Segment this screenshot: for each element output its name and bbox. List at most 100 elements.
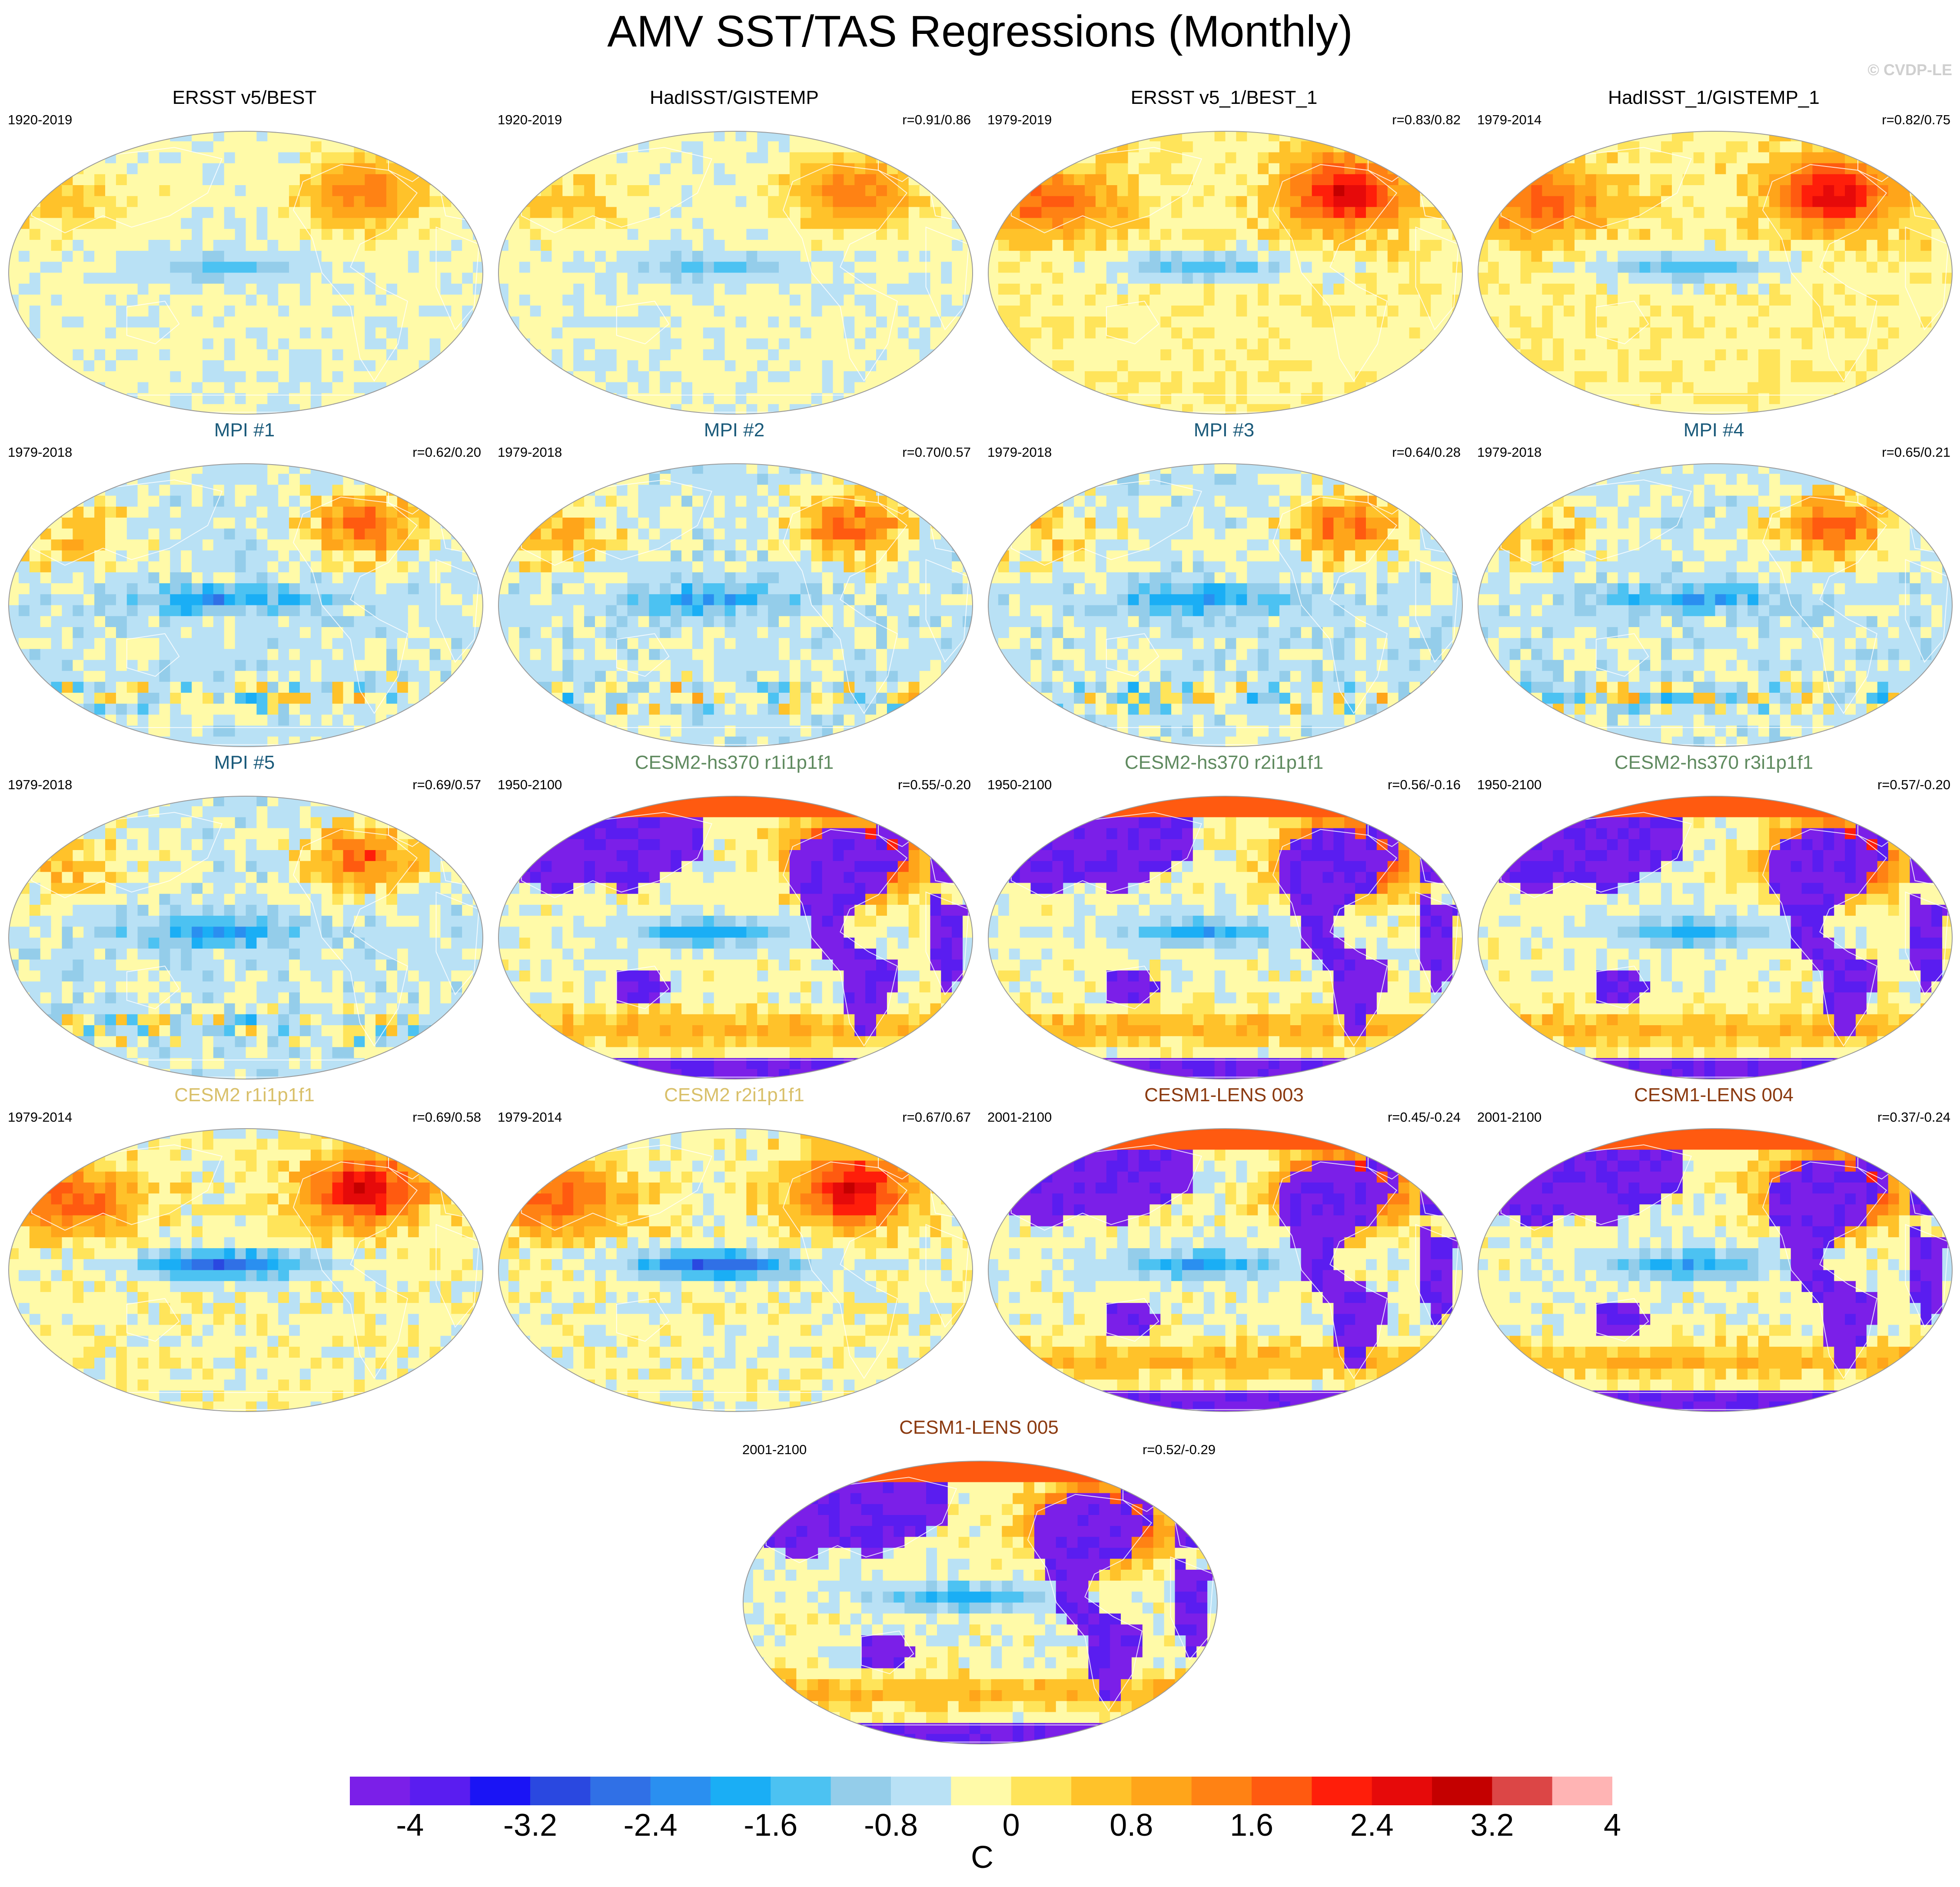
map-cell [508, 283, 520, 295]
map-cell [397, 272, 409, 284]
map-cell [746, 349, 758, 361]
map-cell [1866, 239, 1878, 251]
map-cell [278, 272, 289, 284]
map-cell [386, 528, 398, 540]
map-cell [1214, 251, 1226, 262]
map-cell [1791, 174, 1802, 186]
map-cell [1409, 404, 1421, 414]
map-cell [354, 495, 365, 507]
map-cell [451, 262, 462, 273]
map-cell [746, 196, 758, 208]
map-cell [159, 218, 171, 229]
map-cell [1063, 251, 1074, 262]
map-cell [714, 174, 725, 186]
map-cell [83, 262, 95, 273]
map-cell [1139, 207, 1150, 219]
map-cell [1693, 382, 1705, 394]
map-cell [310, 207, 322, 219]
map-cell [310, 539, 322, 551]
map-cell [1801, 382, 1813, 394]
map-cell [343, 272, 355, 284]
map-cell [1106, 196, 1118, 208]
map-cell [289, 404, 300, 414]
map-cell [998, 306, 1010, 317]
map-cell [148, 283, 160, 295]
map-cell [1387, 382, 1399, 394]
map-cell [1236, 382, 1248, 394]
map-cell [1409, 152, 1421, 164]
map-cell [498, 196, 509, 208]
map-cell [62, 485, 73, 496]
map-cell [256, 131, 268, 142]
map-cell [724, 360, 736, 372]
map-cell [595, 141, 606, 153]
map-cell [660, 327, 671, 339]
map-cell [1020, 174, 1031, 186]
map-cell [681, 316, 693, 328]
map-cell [724, 251, 736, 262]
map-cell [73, 251, 84, 262]
map-cell [1931, 338, 1943, 350]
map-cell [1409, 360, 1421, 372]
map-cell [1488, 174, 1499, 186]
map-cell [1856, 404, 1867, 414]
map-cell [126, 196, 138, 208]
map-cell [1214, 360, 1226, 372]
map-cell [246, 251, 257, 262]
map-cell [1650, 251, 1661, 262]
map-cell [126, 185, 138, 196]
map-cell [375, 185, 387, 196]
map-cell [844, 131, 855, 142]
map-cell [746, 152, 758, 164]
map-cell [1225, 338, 1237, 350]
map-cell [386, 393, 398, 405]
map-cell [551, 316, 563, 328]
map-cell [137, 272, 149, 284]
map-cell [1387, 272, 1399, 284]
map-cell [498, 152, 509, 164]
map-cell [1693, 131, 1705, 142]
map-cell [170, 327, 181, 339]
map-cell [1420, 404, 1432, 414]
map-cell [605, 349, 617, 361]
map-cell [1542, 174, 1553, 186]
map-cell [246, 163, 257, 175]
map-cell [1682, 251, 1694, 262]
map-cell [789, 360, 801, 372]
map-cell [1823, 338, 1835, 350]
map-cell [1704, 262, 1716, 273]
map-cell [267, 185, 279, 196]
map-cell [1704, 196, 1716, 208]
map-cell [876, 196, 887, 208]
map-cell [73, 196, 84, 208]
map-cell [876, 316, 887, 328]
map-cell [1214, 229, 1226, 240]
map-cell [1520, 283, 1532, 295]
map-cell [1095, 272, 1107, 284]
map-cell [354, 485, 365, 496]
map-cell [278, 141, 289, 153]
map-cell [1139, 371, 1150, 383]
map-cell [1791, 371, 1802, 383]
map-cell [1596, 251, 1608, 262]
map-cell [703, 404, 714, 414]
map-cell [1290, 404, 1302, 414]
map-cell [289, 474, 300, 485]
map-cell [988, 338, 999, 350]
map-cell [1009, 382, 1020, 394]
map-cell [1845, 218, 1856, 229]
map-cell [1585, 196, 1597, 208]
map-cell [332, 152, 344, 164]
map-cell [1942, 327, 1952, 339]
map-cell [724, 163, 736, 175]
map-cell [451, 528, 462, 540]
map-cell [83, 306, 95, 317]
map-cell [1747, 152, 1759, 164]
map-cell [365, 539, 376, 551]
map-cell [671, 306, 682, 317]
map-cell [1247, 218, 1258, 229]
map-cell [1128, 152, 1139, 164]
map-cell [1258, 306, 1269, 317]
map-cell [278, 506, 289, 518]
map-cell [1942, 163, 1952, 175]
